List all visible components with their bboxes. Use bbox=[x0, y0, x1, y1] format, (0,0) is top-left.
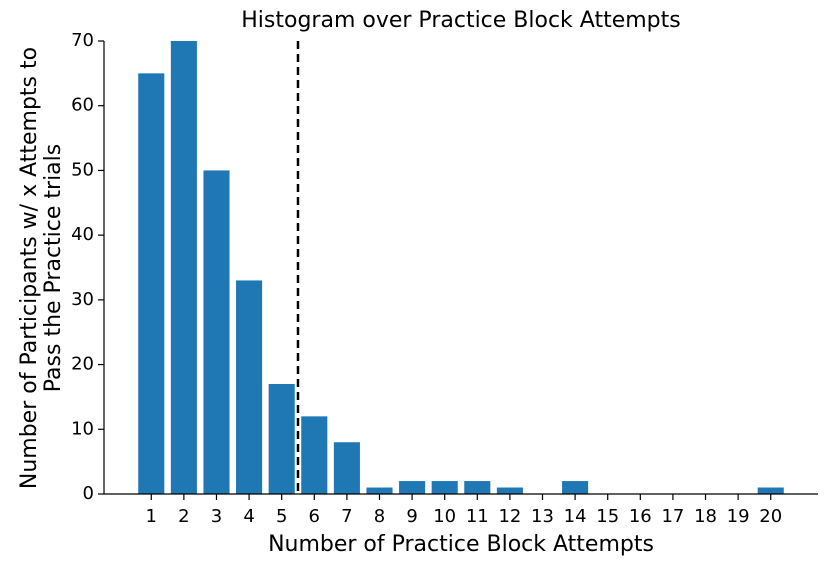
y-tick-label: 70 bbox=[71, 30, 94, 51]
y-axis-label: Number of Participants w/ x Attempts to bbox=[17, 47, 42, 489]
bar bbox=[757, 487, 784, 494]
bar bbox=[366, 487, 393, 494]
x-tick-label: 13 bbox=[531, 506, 554, 527]
x-tick-label: 20 bbox=[759, 506, 782, 527]
x-tick-label: 1 bbox=[146, 506, 157, 527]
y-tick-label: 60 bbox=[71, 95, 94, 116]
bar bbox=[268, 383, 295, 494]
bar bbox=[464, 481, 491, 494]
y-tick-label: 10 bbox=[71, 418, 94, 439]
x-tick-label: 14 bbox=[564, 506, 587, 527]
x-tick-label: 19 bbox=[727, 506, 750, 527]
x-tick-label: 3 bbox=[211, 506, 222, 527]
bar bbox=[562, 481, 589, 494]
bar bbox=[236, 280, 263, 494]
bar bbox=[399, 481, 426, 494]
x-axis-label: Number of Practice Block Attempts bbox=[268, 532, 654, 557]
x-tick-label: 8 bbox=[374, 506, 385, 527]
bar bbox=[203, 170, 230, 494]
x-tick-label: 9 bbox=[406, 506, 417, 527]
x-tick-label: 2 bbox=[178, 506, 189, 527]
x-tick-label: 10 bbox=[433, 506, 456, 527]
bar bbox=[301, 416, 328, 494]
x-tick-label: 15 bbox=[596, 506, 619, 527]
bar bbox=[496, 487, 523, 494]
x-tick-label: 16 bbox=[629, 506, 652, 527]
bar bbox=[431, 481, 458, 494]
y-axis-label: Pass the Practice trials bbox=[41, 144, 66, 392]
x-tick-label: 7 bbox=[341, 506, 352, 527]
y-tick-label: 0 bbox=[83, 483, 94, 504]
x-tick-label: 17 bbox=[661, 506, 684, 527]
x-tick-label: 11 bbox=[466, 506, 489, 527]
y-tick-label: 50 bbox=[71, 159, 94, 180]
chart-title: Histogram over Practice Block Attempts bbox=[241, 8, 680, 33]
bar bbox=[170, 41, 197, 494]
bar bbox=[333, 442, 360, 494]
x-tick-label: 12 bbox=[498, 506, 521, 527]
y-tick-label: 30 bbox=[71, 289, 94, 310]
y-tick-label: 40 bbox=[71, 224, 94, 245]
x-tick-label: 6 bbox=[309, 506, 320, 527]
x-tick-label: 18 bbox=[694, 506, 717, 527]
bar bbox=[138, 73, 165, 494]
x-tick-label: 4 bbox=[243, 506, 254, 527]
x-tick-label: 5 bbox=[276, 506, 287, 527]
y-tick-label: 20 bbox=[71, 354, 94, 375]
